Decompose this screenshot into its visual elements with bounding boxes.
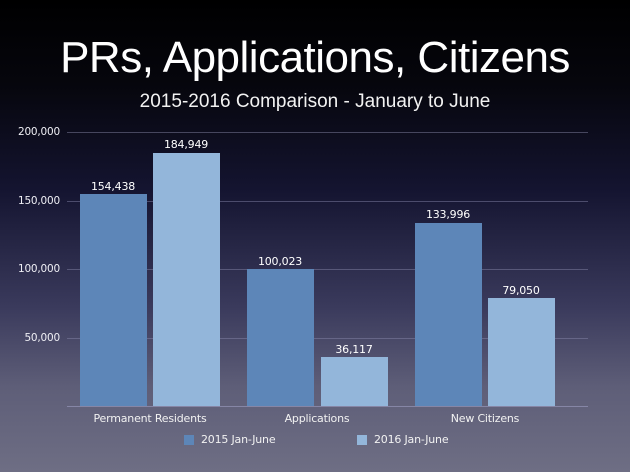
legend-label-2016: 2016 Jan-June xyxy=(374,433,449,446)
gridline-50000 xyxy=(67,338,588,339)
bar-applications-2015 xyxy=(247,269,314,406)
bar-label-new-citizens-2016: 79,050 xyxy=(502,284,540,297)
bar-label-applications-2016: 36,117 xyxy=(335,343,373,356)
gridline-150000 xyxy=(67,201,588,202)
category-label-permanent-residents: Permanent Residents xyxy=(93,412,207,425)
legend-swatch-2016 xyxy=(357,434,367,445)
chart-title: PRs, Applications, Citizens xyxy=(60,33,570,82)
gridline-200000 xyxy=(67,132,588,133)
x-axis-line xyxy=(67,406,588,407)
bar-label-permanent-residents-2015: 154,438 xyxy=(90,180,136,193)
bar-permanent-residents-2015 xyxy=(80,194,147,406)
y-tick-150000: 150,000 xyxy=(17,195,60,207)
bar-applications-2016 xyxy=(321,357,388,406)
chart-subtitle: 2015-2016 Comparison - January to June xyxy=(139,91,491,112)
category-label-new-citizens: New Citizens xyxy=(450,412,520,425)
y-tick-200000: 200,000 xyxy=(17,126,60,138)
legend-item-2015: 2015 Jan-June xyxy=(184,433,276,446)
bar-label-applications-2015: 100,023 xyxy=(257,255,303,268)
y-tick-50000: 50,000 xyxy=(24,332,60,344)
bar-new-citizens-2016 xyxy=(488,298,555,406)
bar-permanent-residents-2016 xyxy=(153,153,220,406)
gridline-100000 xyxy=(67,269,588,270)
category-label-applications: Applications xyxy=(284,412,350,425)
y-tick-100000: 100,000 xyxy=(17,263,60,275)
bar-new-citizens-2015 xyxy=(415,223,482,406)
bar-label-permanent-residents-2016: 184,949 xyxy=(163,138,209,151)
legend-item-2016: 2016 Jan-June xyxy=(357,433,449,446)
bar-label-new-citizens-2015: 133,996 xyxy=(425,208,471,221)
legend-label-2015: 2015 Jan-June xyxy=(201,433,276,446)
legend-swatch-2015 xyxy=(184,434,194,445)
